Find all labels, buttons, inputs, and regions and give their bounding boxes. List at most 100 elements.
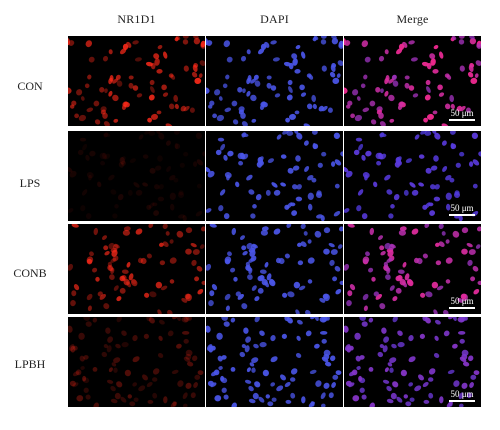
cell-nucleus	[320, 392, 326, 400]
row-label-con: CON	[17, 79, 43, 93]
cell-nucleus	[99, 293, 107, 300]
cell-nucleus	[247, 274, 253, 280]
cell-nucleus	[433, 155, 439, 162]
cell-nucleus	[173, 94, 179, 103]
cell-nucleus	[103, 344, 109, 349]
cell-nucleus	[126, 261, 131, 268]
cell-nucleus	[111, 249, 118, 257]
cell-nucleus	[82, 143, 88, 151]
cell-nucleus	[251, 118, 257, 123]
cell-nucleus	[102, 152, 108, 160]
cell-nucleus	[307, 239, 312, 244]
cell-nucleus	[237, 293, 245, 300]
cell-nucleus	[312, 142, 317, 150]
cell-nucleus	[231, 100, 238, 107]
cell-nucleus	[224, 107, 232, 113]
cell-nucleus	[476, 43, 481, 49]
cell-nucleus	[377, 235, 384, 240]
cell-nucleus	[176, 317, 181, 322]
cell-nucleus	[388, 213, 394, 219]
cell-nucleus	[434, 132, 441, 140]
scale-bar: 50 μm	[449, 108, 475, 121]
cell-nucleus	[121, 104, 127, 110]
cell-nucleus	[320, 39, 327, 45]
cell-nucleus	[169, 279, 175, 284]
cell-nucleus	[328, 392, 334, 399]
cell-nucleus	[286, 224, 292, 229]
cell-nucleus	[380, 88, 384, 94]
cell-nucleus	[99, 152, 107, 160]
cell-nucleus	[147, 399, 154, 404]
cell-nucleus	[161, 84, 167, 91]
cell-nucleus	[258, 156, 264, 163]
cell-nucleus	[112, 94, 119, 102]
cell-nucleus	[337, 60, 343, 66]
cell-nucleus	[190, 392, 196, 399]
cell-nucleus	[89, 251, 94, 257]
cell-nucleus	[120, 156, 126, 163]
cell-nucleus	[206, 344, 213, 351]
cell-nucleus	[452, 230, 460, 238]
cell-nucleus	[467, 259, 473, 266]
cell-nucleus	[310, 317, 316, 320]
cell-nucleus	[68, 208, 74, 213]
cell-nucleus	[362, 107, 370, 113]
cell-nucleus	[307, 279, 313, 284]
cell-nucleus	[138, 385, 146, 392]
cell-nucleus	[474, 73, 479, 78]
scale-bar: 50 μm	[449, 203, 475, 216]
cell-nucleus	[383, 261, 389, 268]
cell-nucleus	[217, 355, 223, 362]
cell-nucleus	[253, 343, 259, 349]
cell-nucleus	[173, 177, 179, 183]
cell-nucleus	[469, 382, 474, 388]
cell-nucleus	[200, 43, 205, 49]
cell-nucleus	[389, 367, 394, 373]
cell-nucleus	[110, 257, 117, 263]
cell-nucleus	[454, 190, 460, 196]
cell-nucleus	[392, 381, 399, 388]
cell-nucleus	[68, 40, 75, 46]
cell-nucleus	[350, 113, 355, 119]
cell-nucleus	[153, 210, 160, 216]
cell-nucleus	[285, 399, 292, 404]
cell-nucleus	[119, 156, 126, 165]
cell-nucleus	[132, 40, 139, 45]
cell-nucleus	[108, 90, 113, 97]
cell-nucleus	[361, 213, 368, 220]
cell-nucleus	[274, 93, 281, 98]
cell-nucleus	[213, 369, 220, 376]
cell-nucleus	[391, 343, 397, 349]
cell-nucleus	[397, 269, 405, 274]
cell-nucleus	[346, 300, 352, 307]
cell-nucleus	[361, 40, 369, 48]
cell-nucleus	[298, 285, 306, 291]
cell-nucleus	[249, 362, 255, 367]
cell-nucleus	[392, 80, 399, 87]
cell-nucleus	[195, 211, 203, 217]
micrograph-lpbh-merge: 50 μm	[344, 317, 481, 407]
cell-nucleus	[132, 335, 138, 342]
cell-nucleus	[199, 244, 205, 249]
cell-nucleus	[352, 89, 359, 96]
cell-nucleus	[422, 253, 428, 259]
cell-nucleus	[390, 204, 395, 209]
cell-nucleus	[267, 158, 274, 163]
cell-nucleus	[174, 103, 179, 110]
cell-nucleus	[146, 317, 152, 322]
cell-nucleus	[353, 149, 360, 156]
cell-nucleus	[86, 172, 94, 179]
cell-nucleus	[193, 382, 198, 388]
cell-nucleus	[171, 369, 179, 375]
cell-nucleus	[396, 396, 403, 403]
cell-nucleus	[169, 174, 176, 181]
micrograph-image	[206, 317, 343, 407]
cell-nucleus	[70, 300, 76, 307]
cell-nucleus	[292, 165, 300, 171]
cell-nucleus	[431, 281, 439, 289]
cell-nucleus	[106, 379, 114, 384]
cell-nucleus	[185, 349, 193, 357]
scale-bar: 50 μm	[449, 389, 475, 402]
cell-nucleus	[222, 83, 228, 89]
cell-nucleus	[441, 231, 446, 236]
